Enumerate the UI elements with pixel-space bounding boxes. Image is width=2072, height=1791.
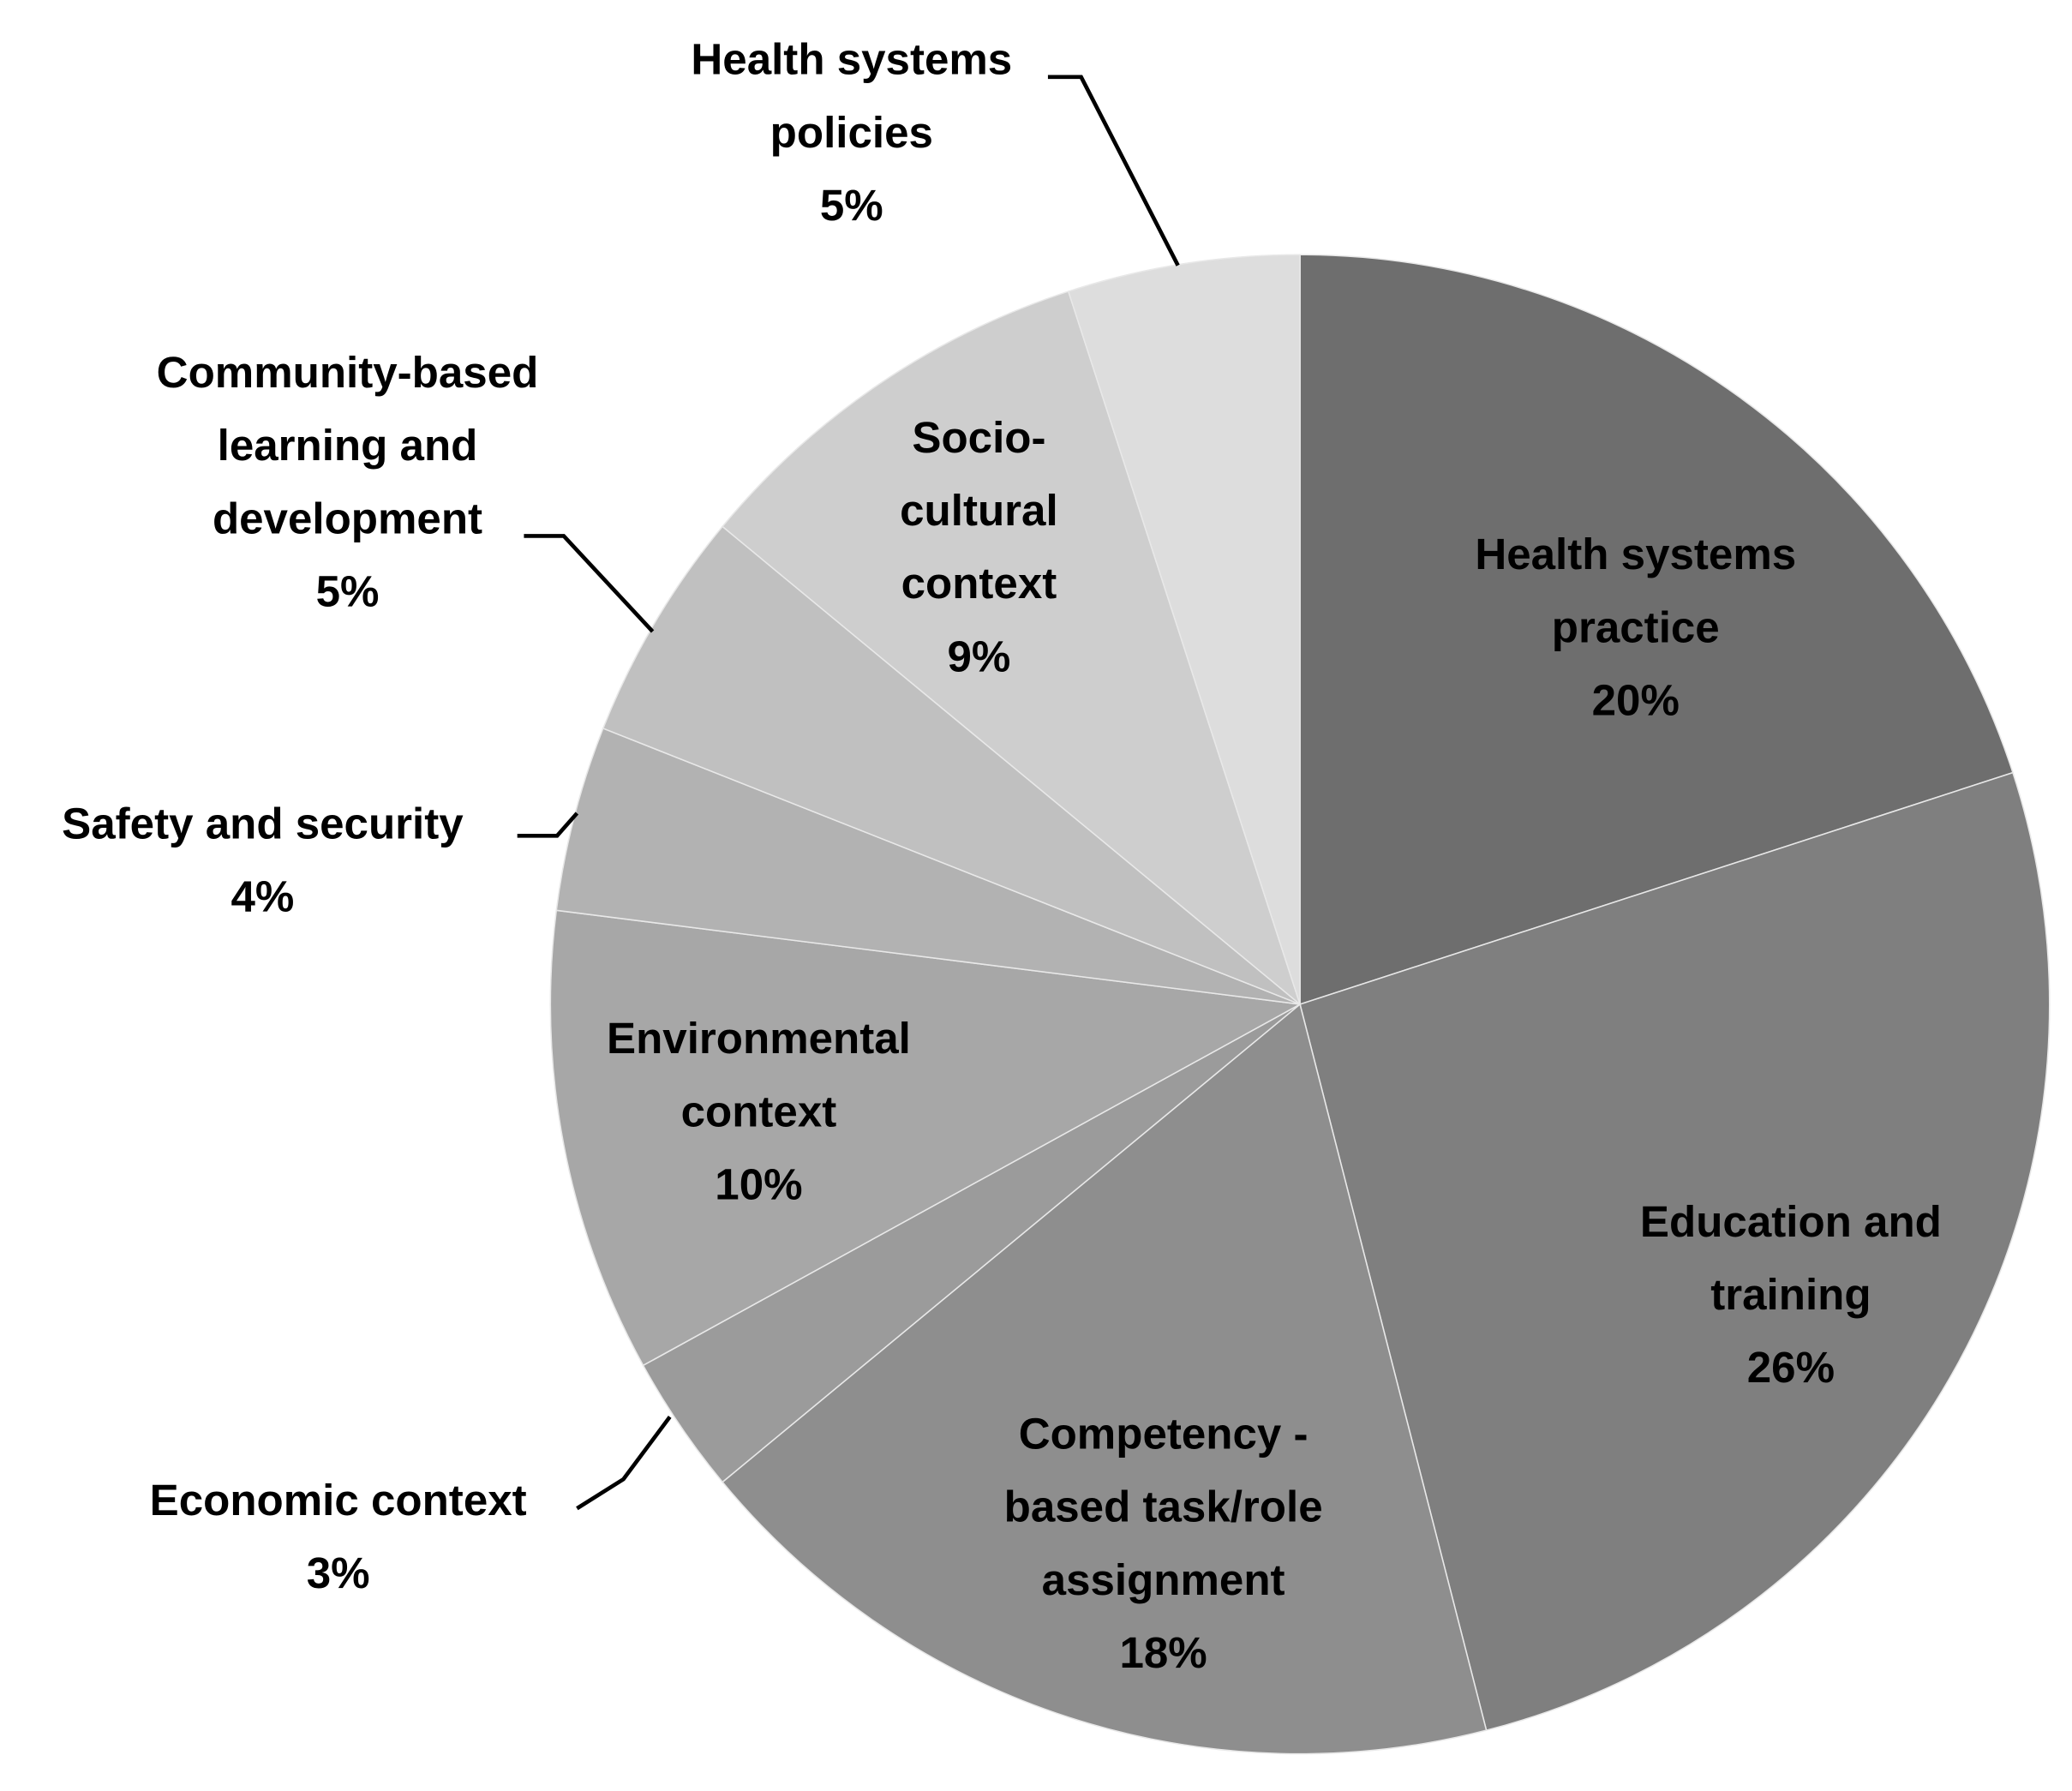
label-box: Economic context 3% [87, 1464, 590, 1609]
value-label: 20% [1591, 675, 1680, 725]
category-label: Socio-cultural context [900, 412, 1058, 608]
slice-label: Environmental context 10% [560, 1002, 957, 1220]
category-label: Education and training [1639, 1196, 1942, 1319]
slice-label: Community-based learning and development… [109, 336, 586, 628]
category-label: Health systems policies [691, 34, 1013, 157]
pie-slice [1299, 771, 2051, 1732]
pie-slice [722, 1003, 1488, 1755]
leader-line [517, 812, 579, 838]
slice-label: Safety and security 4% [10, 787, 514, 932]
slice-label: Education and training 26% [1592, 1184, 1990, 1403]
category-label: Environmental context [607, 1013, 911, 1136]
category-label: Economic context [149, 1475, 527, 1524]
leader-lines [517, 75, 1180, 1511]
value-label: 4% [231, 872, 295, 921]
label-box: Education and training 26% [1592, 1184, 1990, 1403]
value-label: 10% [715, 1159, 803, 1209]
pie-slice [549, 909, 1302, 1367]
value-label: 26% [1746, 1342, 1835, 1393]
pie-slice [1067, 254, 1301, 1005]
category-label: Competency - based task/role assignment [1003, 1409, 1323, 1604]
pie-slice [602, 525, 1301, 1005]
slice-label: Socio-cultural context 9% [866, 401, 1092, 693]
leader-line [1047, 75, 1180, 267]
label-box: Health systems practice 20% [1423, 518, 1847, 736]
label-box: Safety and security 4% [10, 787, 514, 932]
slice-label: Competency - based task/role assignment 1… [951, 1397, 1375, 1689]
leader-line [576, 1416, 672, 1511]
label-box: Competency - based task/role assignment 1… [951, 1397, 1375, 1689]
label-box: Community-based learning and development… [109, 336, 586, 628]
slice-label: Health systems practice 20% [1423, 518, 1847, 736]
leader-line [524, 534, 655, 633]
slice-label: Health systems policies 5% [639, 22, 1063, 241]
category-label: Community-based learning and development [156, 347, 539, 543]
value-label: 3% [306, 1548, 370, 1597]
label-box: Socio-cultural context 9% [866, 401, 1092, 693]
pie-slice [722, 291, 1302, 1007]
pie-slice [1299, 254, 2014, 1006]
value-label: 9% [947, 631, 1011, 681]
label-box: Environmental context 10% [560, 1002, 957, 1220]
slice-label: Economic context 3% [87, 1464, 590, 1609]
value-label: 5% [819, 180, 883, 230]
value-label: 18% [1119, 1627, 1207, 1677]
value-label: 5% [315, 566, 380, 616]
pie [549, 254, 2051, 1755]
category-label: Health systems practice [1475, 529, 1797, 652]
label-box: Health systems policies 5% [639, 22, 1063, 241]
labels: Health systems practice 20% Education and … [10, 22, 1990, 1689]
category-label: Safety and security [62, 798, 464, 848]
